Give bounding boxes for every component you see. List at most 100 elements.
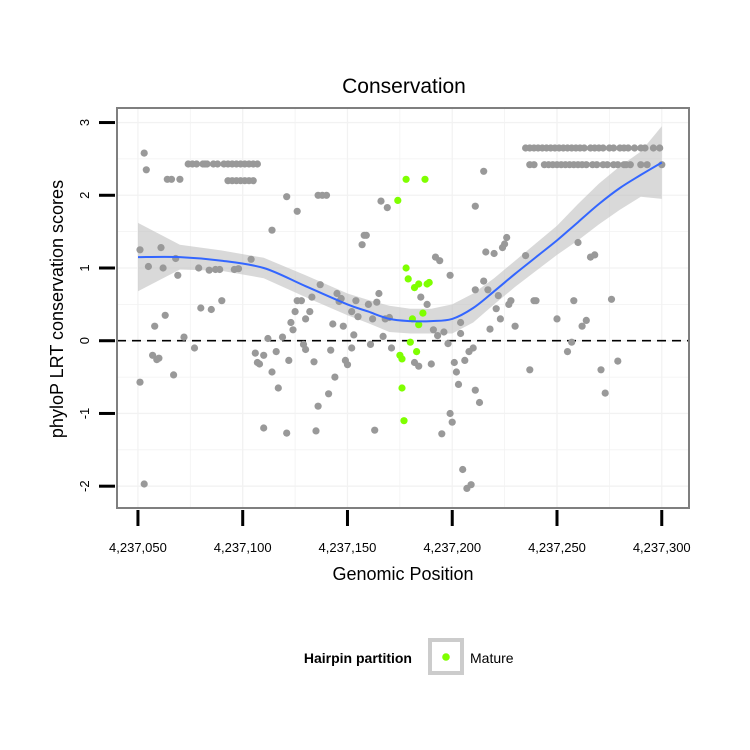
data-point <box>329 320 337 328</box>
data-point <box>511 322 519 330</box>
data-point <box>568 338 576 346</box>
data-point <box>475 398 484 407</box>
data-point <box>649 144 658 152</box>
data-point <box>155 354 163 362</box>
mature-data-point <box>413 348 421 356</box>
data-point <box>302 315 310 323</box>
data-point <box>570 297 578 305</box>
data-point <box>159 264 167 272</box>
data-point <box>310 358 318 366</box>
data-point <box>457 318 465 327</box>
x-tick-label: 4,237,200 <box>423 540 481 555</box>
data-point <box>484 286 492 294</box>
data-point <box>264 334 272 343</box>
data-point <box>417 293 425 301</box>
data-point <box>251 349 259 357</box>
data-point <box>507 297 515 305</box>
data-point <box>448 418 456 426</box>
y-tick-label: 3 <box>77 119 92 126</box>
data-point <box>268 368 276 376</box>
data-point <box>444 340 452 348</box>
mature-data-point <box>406 338 414 346</box>
mature-data-point <box>398 355 406 363</box>
data-point <box>482 248 490 256</box>
data-point <box>530 161 538 169</box>
data-point <box>459 465 467 474</box>
data-point <box>343 361 352 369</box>
mature-data-point <box>415 280 423 288</box>
data-point <box>350 331 358 339</box>
data-point <box>593 161 601 169</box>
data-point <box>136 378 144 386</box>
y-axis: -2 -1 0 1 2 3 <box>77 119 115 492</box>
data-point <box>176 175 184 183</box>
data-point <box>597 366 605 374</box>
data-point <box>578 322 586 330</box>
mature-data-point <box>394 196 402 204</box>
data-point <box>580 144 588 152</box>
data-point <box>327 346 335 354</box>
data-point <box>293 207 301 215</box>
data-point <box>308 293 316 301</box>
data-point <box>366 340 375 348</box>
data-point <box>415 362 423 370</box>
data-point <box>291 308 299 316</box>
data-point <box>197 304 205 312</box>
data-point <box>314 402 322 410</box>
data-point <box>440 328 448 336</box>
x-axis: 4,237,050 4,237,100 4,237,150 4,237,200 4,23… <box>109 510 691 555</box>
data-point <box>322 191 331 199</box>
data-point <box>494 292 502 300</box>
y-tick-label: 1 <box>77 264 92 271</box>
data-point <box>234 265 243 273</box>
data-point <box>532 297 540 305</box>
data-point <box>610 144 618 152</box>
data-point <box>480 277 488 285</box>
x-tick-label: 4,237,150 <box>319 540 377 555</box>
data-point <box>283 429 291 437</box>
data-point <box>216 265 224 274</box>
data-point <box>452 368 460 376</box>
data-point <box>383 204 391 212</box>
data-point <box>180 333 188 341</box>
data-point <box>306 308 314 316</box>
plot-border <box>116 107 690 509</box>
data-point <box>450 358 458 367</box>
data-point <box>362 231 370 239</box>
data-point <box>471 386 479 394</box>
data-point <box>480 167 488 175</box>
data-point <box>582 316 590 324</box>
data-point <box>174 271 182 279</box>
data-point <box>630 144 639 152</box>
data-point <box>249 177 257 185</box>
data-point <box>352 297 360 305</box>
data-point <box>434 332 442 340</box>
data-point <box>492 305 500 313</box>
mature-data-point <box>404 275 412 283</box>
y-tick-label: 2 <box>77 192 92 199</box>
data-point <box>190 344 199 352</box>
data-points <box>136 144 666 492</box>
data-point <box>195 264 203 272</box>
data-point <box>446 271 454 279</box>
data-point <box>253 160 261 168</box>
data-point <box>461 356 469 364</box>
data-point <box>371 426 379 434</box>
mature-data-point <box>421 175 429 183</box>
data-point <box>387 344 396 352</box>
data-point <box>496 315 504 323</box>
x-tick-label: 4,237,100 <box>214 540 272 555</box>
data-point <box>157 244 165 252</box>
legend: Hairpin partition Mature <box>304 638 514 675</box>
smooth-trend-line <box>137 161 663 323</box>
data-point <box>144 262 152 271</box>
data-point <box>373 298 381 306</box>
data-point <box>260 351 268 359</box>
data-point <box>218 297 226 305</box>
mature-data-point <box>402 264 410 272</box>
data-point <box>247 255 255 263</box>
data-point <box>140 480 148 488</box>
data-point <box>601 389 609 397</box>
data-point <box>427 360 435 368</box>
data-point <box>283 193 291 201</box>
